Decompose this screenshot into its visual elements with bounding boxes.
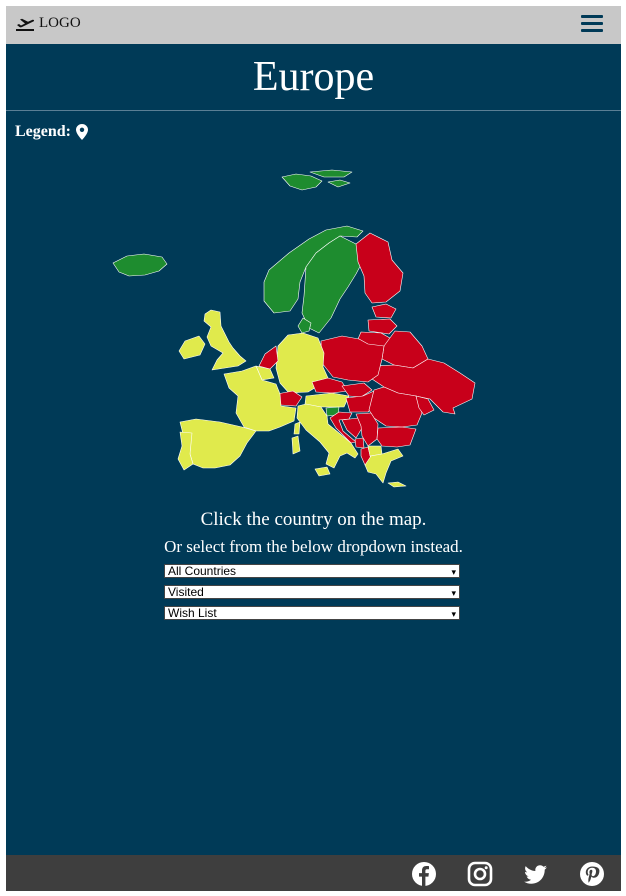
- country-poland[interactable]: [320, 335, 385, 383]
- country-filter-select[interactable]: All Countries ▾: [164, 564, 460, 578]
- footer: [6, 855, 621, 891]
- plane-departure-icon: [16, 18, 35, 31]
- country-moldova[interactable]: [415, 395, 435, 416]
- country-netherlands[interactable]: [258, 345, 279, 370]
- facebook-icon[interactable]: [411, 861, 437, 887]
- pinterest-icon[interactable]: [579, 861, 605, 887]
- visited-select[interactable]: Visited ▾: [164, 585, 460, 599]
- title-area: Europe: [6, 44, 621, 111]
- app-frame: LOGO Europe Legend:: [6, 6, 621, 891]
- country-denmark[interactable]: [297, 317, 312, 334]
- chevron-down-icon: ▾: [451, 609, 456, 619]
- country-crete[interactable]: [387, 481, 407, 488]
- logo[interactable]: LOGO: [15, 15, 81, 32]
- country-greece[interactable]: [364, 448, 404, 484]
- country-corsica[interactable]: [293, 421, 301, 435]
- chevron-down-icon: ▾: [451, 567, 456, 577]
- country-belarus[interactable]: [381, 330, 429, 369]
- country-united-kingdom[interactable]: [203, 309, 247, 371]
- country-svalbard-east[interactable]: [309, 169, 353, 178]
- country-italy[interactable]: [296, 403, 359, 469]
- page-title: Europe: [252, 54, 375, 100]
- country-sicily[interactable]: [314, 466, 331, 477]
- country-ireland[interactable]: [178, 335, 206, 360]
- country-croatia[interactable]: [329, 411, 357, 444]
- country-bulgaria[interactable]: [376, 426, 417, 448]
- map-marker-icon[interactable]: [76, 124, 88, 140]
- country-sweden[interactable]: [301, 235, 365, 334]
- legend-label: Legend:: [15, 123, 71, 140]
- country-finland[interactable]: [355, 232, 404, 304]
- country-france[interactable]: [223, 365, 297, 432]
- country-slovakia[interactable]: [341, 382, 373, 398]
- select-value: Wish List: [168, 606, 217, 620]
- twitter-icon[interactable]: [523, 861, 549, 887]
- country-svalbard-small[interactable]: [327, 179, 351, 188]
- top-navbar: LOGO: [6, 6, 621, 44]
- select-value: All Countries: [168, 564, 237, 578]
- country-serbia[interactable]: [355, 412, 379, 447]
- country-iceland[interactable]: [112, 253, 168, 277]
- instagram-icon[interactable]: [467, 861, 493, 887]
- instructions-primary: Click the country on the map.: [200, 509, 427, 530]
- country-estonia[interactable]: [371, 303, 397, 319]
- chevron-down-icon: ▾: [451, 588, 456, 598]
- legend: Legend:: [15, 123, 88, 141]
- country-latvia[interactable]: [367, 318, 398, 335]
- select-value: Visited: [168, 585, 204, 599]
- country-svalbard[interactable]: [281, 173, 323, 191]
- instructions-secondary: Or select from the below dropdown instea…: [164, 537, 463, 556]
- logo-text: LOGO: [39, 15, 81, 31]
- europe-map: [112, 169, 476, 488]
- country-sardinia[interactable]: [291, 435, 301, 455]
- wish-list-select[interactable]: Wish List ▾: [164, 606, 460, 620]
- country-montenegro[interactable]: [354, 437, 365, 449]
- country-bosnia[interactable]: [341, 417, 363, 439]
- country-portugal[interactable]: [177, 431, 194, 471]
- hamburger-menu-icon[interactable]: [581, 15, 603, 35]
